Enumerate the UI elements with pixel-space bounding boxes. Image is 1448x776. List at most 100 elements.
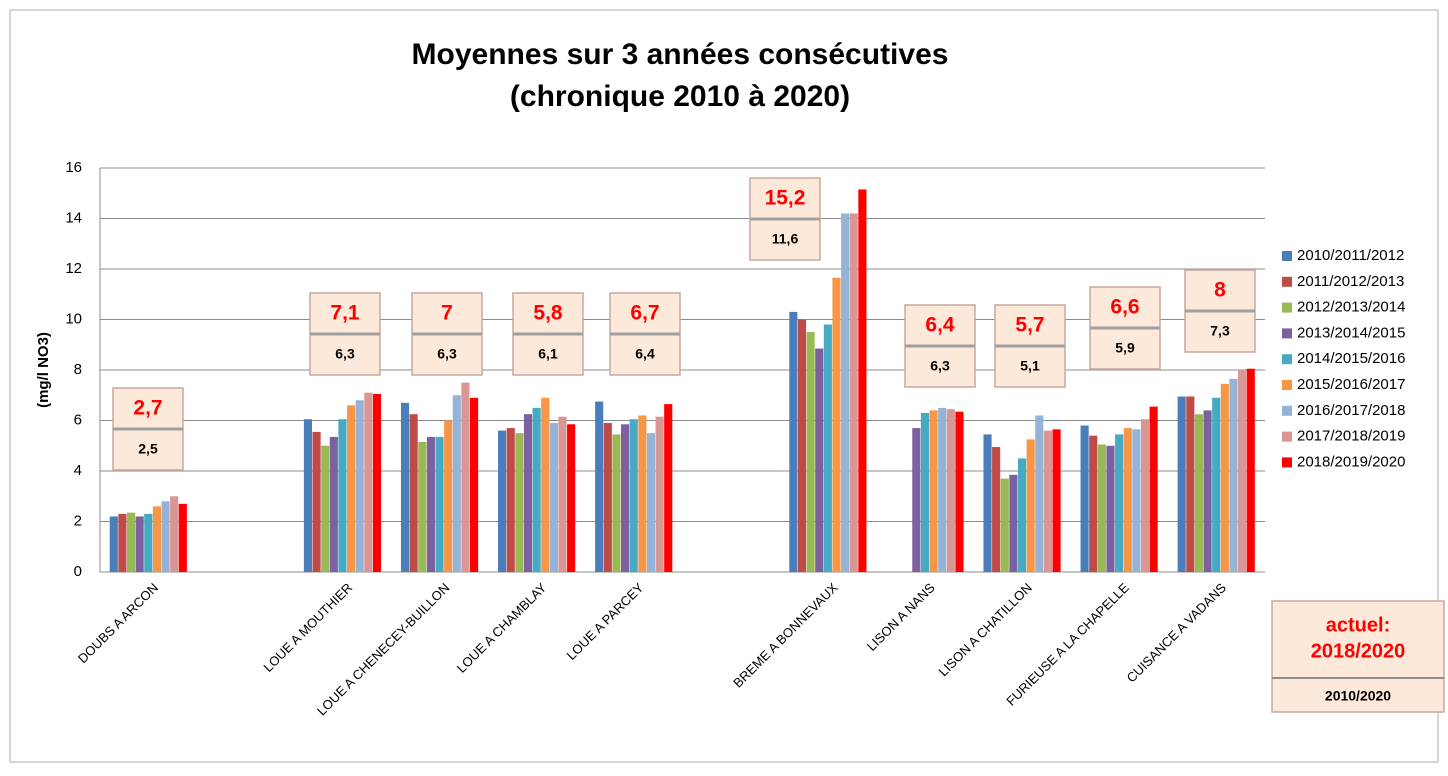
bar [444, 420, 453, 572]
bar [109, 516, 118, 572]
bar [815, 348, 824, 572]
bar [1238, 370, 1247, 572]
bar [655, 416, 664, 572]
bar [1009, 474, 1018, 572]
bar [372, 393, 382, 572]
chart-title: Moyennes sur 3 années consécutives [412, 38, 949, 71]
bar [532, 407, 541, 572]
bar [858, 189, 867, 572]
bar [418, 441, 427, 572]
bar [178, 503, 187, 572]
bar [170, 496, 179, 572]
bar [1026, 439, 1035, 572]
bar [841, 213, 850, 572]
y-axis-label: (mg/l NO3) [35, 332, 52, 408]
legend-swatch [1282, 276, 1292, 287]
bar [638, 415, 647, 572]
annotation-current: 7,1 [330, 302, 360, 325]
annotation-current: 2,7 [133, 397, 162, 420]
bar [1212, 397, 1221, 572]
bar [321, 445, 330, 572]
bar [832, 277, 841, 572]
bar [1106, 445, 1115, 572]
bar [515, 433, 524, 572]
bar [558, 416, 567, 572]
bar [983, 434, 992, 572]
legend-label: 2013/2014/2015 [1297, 324, 1405, 341]
y-tick-label: 14 [65, 209, 82, 226]
bar [1035, 415, 1044, 572]
annotation-current: 5,7 [1015, 314, 1044, 337]
bar [506, 428, 515, 572]
legend-label: 2017/2018/2019 [1297, 428, 1405, 445]
annotation-current: 15,2 [765, 187, 806, 210]
bar [1017, 458, 1027, 572]
y-tick-label: 12 [65, 260, 82, 277]
bar [347, 405, 356, 572]
legend-swatch [1282, 302, 1292, 313]
bar [929, 410, 938, 572]
legend-swatch [1282, 328, 1292, 339]
y-tick-label: 10 [65, 310, 82, 327]
bar [523, 414, 533, 572]
bar [920, 412, 930, 572]
annotation-period: 6,1 [538, 346, 558, 362]
bar [1089, 435, 1098, 572]
note-period: 2010/2020 [1325, 688, 1391, 704]
y-tick-label: 2 [74, 512, 82, 529]
legend-label: 2018/2019/2020 [1297, 453, 1405, 470]
bar [541, 397, 550, 572]
legend-label: 2010/2011/2012 [1297, 247, 1404, 264]
bar [1203, 410, 1212, 572]
bar [426, 436, 435, 572]
annotation-period: 6,3 [930, 358, 950, 374]
legend-swatch [1282, 354, 1292, 365]
note-current: actuel: [1326, 614, 1390, 636]
bar [797, 319, 807, 572]
bar [1186, 396, 1195, 572]
annotation-period: 2,5 [138, 441, 158, 457]
annotation-current: 6,6 [1110, 296, 1139, 319]
bar [549, 423, 558, 572]
bar [629, 419, 638, 572]
bar [409, 414, 418, 572]
annotation-current: 6,4 [925, 314, 955, 337]
y-tick-label: 8 [74, 361, 82, 378]
bar [400, 402, 410, 572]
annotation-current: 5,8 [533, 302, 563, 325]
annotation-period: 5,9 [1115, 340, 1135, 356]
bar [1123, 428, 1132, 572]
bar [303, 419, 313, 572]
bar [144, 513, 153, 572]
bar [603, 423, 612, 572]
bar [126, 512, 136, 572]
legend-label: 2011/2012/2013 [1297, 273, 1404, 290]
bar [946, 409, 955, 572]
bar [364, 392, 373, 572]
bar [955, 411, 964, 572]
bar [1177, 396, 1186, 572]
bar [461, 382, 470, 572]
bar [1000, 478, 1009, 572]
bar [567, 424, 576, 572]
bar [1080, 425, 1089, 572]
bar [1220, 383, 1229, 572]
bar [612, 434, 621, 572]
bar [912, 428, 921, 572]
bar [329, 436, 338, 572]
bar [338, 419, 347, 572]
bar [664, 404, 673, 572]
bar [1052, 429, 1061, 572]
bar [452, 395, 461, 572]
note-current: 2018/2020 [1311, 640, 1406, 662]
annotation-period: 11,6 [772, 231, 799, 247]
annotation-period: 6,4 [635, 346, 655, 362]
legend-label: 2015/2016/2017 [1297, 376, 1405, 393]
bar [355, 400, 364, 572]
bar [135, 516, 144, 572]
bar [1194, 414, 1204, 572]
chart-subtitle: (chronique 2010 à 2020) [510, 80, 850, 113]
bar [469, 397, 479, 572]
bar [646, 433, 656, 572]
y-tick-label: 16 [65, 159, 82, 176]
